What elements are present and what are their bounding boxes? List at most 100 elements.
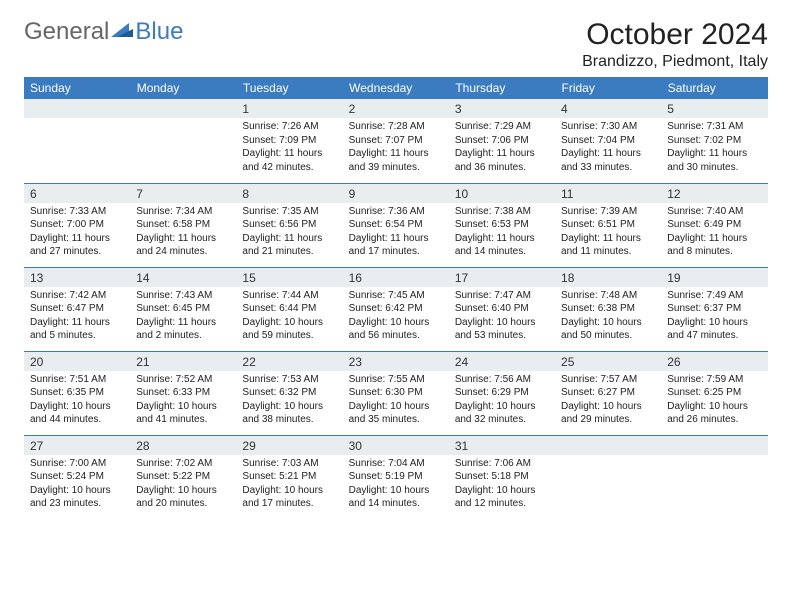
sunset-text: Sunset: 6:29 PM xyxy=(455,386,549,400)
daylight-text: Daylight: 11 hours and 11 minutes. xyxy=(561,232,655,259)
sunset-text: Sunset: 6:58 PM xyxy=(136,218,230,232)
calendar-cell: 30Sunrise: 7:04 AMSunset: 5:19 PMDayligh… xyxy=(343,435,449,519)
day-number: 21 xyxy=(130,352,236,371)
calendar-cell: 21Sunrise: 7:52 AMSunset: 6:33 PMDayligh… xyxy=(130,351,236,435)
calendar-row: 13Sunrise: 7:42 AMSunset: 6:47 PMDayligh… xyxy=(24,267,768,351)
day-details: Sunrise: 7:44 AMSunset: 6:44 PMDaylight:… xyxy=(236,287,342,347)
sunrise-text: Sunrise: 7:48 AM xyxy=(561,289,655,303)
sunset-text: Sunset: 6:30 PM xyxy=(349,386,443,400)
logo-text-blue: Blue xyxy=(135,18,183,46)
sunset-text: Sunset: 7:07 PM xyxy=(349,134,443,148)
calendar-row: 20Sunrise: 7:51 AMSunset: 6:35 PMDayligh… xyxy=(24,351,768,435)
calendar-cell: 11Sunrise: 7:39 AMSunset: 6:51 PMDayligh… xyxy=(555,183,661,267)
sunset-text: Sunset: 6:53 PM xyxy=(455,218,549,232)
day-number: 3 xyxy=(449,99,555,118)
calendar-cell: 22Sunrise: 7:53 AMSunset: 6:32 PMDayligh… xyxy=(236,351,342,435)
page: General Blue October 2024 Brandizzo, Pie… xyxy=(0,0,792,537)
sunset-text: Sunset: 6:49 PM xyxy=(667,218,761,232)
sunrise-text: Sunrise: 7:31 AM xyxy=(667,120,761,134)
sunrise-text: Sunrise: 7:56 AM xyxy=(455,373,549,387)
day-details: Sunrise: 7:40 AMSunset: 6:49 PMDaylight:… xyxy=(661,203,767,263)
daylight-text: Daylight: 10 hours and 56 minutes. xyxy=(349,316,443,343)
calendar-cell: 2Sunrise: 7:28 AMSunset: 7:07 PMDaylight… xyxy=(343,99,449,183)
day-details: Sunrise: 7:43 AMSunset: 6:45 PMDaylight:… xyxy=(130,287,236,347)
day-details: Sunrise: 7:03 AMSunset: 5:21 PMDaylight:… xyxy=(236,455,342,515)
day-number xyxy=(24,99,130,118)
day-details: Sunrise: 7:48 AMSunset: 6:38 PMDaylight:… xyxy=(555,287,661,347)
sunrise-text: Sunrise: 7:53 AM xyxy=(242,373,336,387)
sunrise-text: Sunrise: 7:39 AM xyxy=(561,205,655,219)
day-number: 26 xyxy=(661,352,767,371)
day-number: 31 xyxy=(449,436,555,455)
daylight-text: Daylight: 11 hours and 14 minutes. xyxy=(455,232,549,259)
sunrise-text: Sunrise: 7:51 AM xyxy=(30,373,124,387)
day-details: Sunrise: 7:38 AMSunset: 6:53 PMDaylight:… xyxy=(449,203,555,263)
sunset-text: Sunset: 5:22 PM xyxy=(136,470,230,484)
calendar-cell: 15Sunrise: 7:44 AMSunset: 6:44 PMDayligh… xyxy=(236,267,342,351)
weekday-header: Tuesday xyxy=(236,77,342,99)
day-details: Sunrise: 7:55 AMSunset: 6:30 PMDaylight:… xyxy=(343,371,449,431)
sunset-text: Sunset: 6:35 PM xyxy=(30,386,124,400)
calendar-cell: 23Sunrise: 7:55 AMSunset: 6:30 PMDayligh… xyxy=(343,351,449,435)
daylight-text: Daylight: 10 hours and 29 minutes. xyxy=(561,400,655,427)
sunset-text: Sunset: 7:00 PM xyxy=(30,218,124,232)
day-number: 30 xyxy=(343,436,449,455)
day-number: 11 xyxy=(555,184,661,203)
day-number: 4 xyxy=(555,99,661,118)
weekday-header: Wednesday xyxy=(343,77,449,99)
calendar-cell: 17Sunrise: 7:47 AMSunset: 6:40 PMDayligh… xyxy=(449,267,555,351)
calendar-cell: 9Sunrise: 7:36 AMSunset: 6:54 PMDaylight… xyxy=(343,183,449,267)
daylight-text: Daylight: 11 hours and 17 minutes. xyxy=(349,232,443,259)
daylight-text: Daylight: 10 hours and 26 minutes. xyxy=(667,400,761,427)
sunrise-text: Sunrise: 7:59 AM xyxy=(667,373,761,387)
logo-mark-icon xyxy=(111,18,133,46)
day-details: Sunrise: 7:26 AMSunset: 7:09 PMDaylight:… xyxy=(236,118,342,178)
calendar-cell: 25Sunrise: 7:57 AMSunset: 6:27 PMDayligh… xyxy=(555,351,661,435)
calendar-row: 1Sunrise: 7:26 AMSunset: 7:09 PMDaylight… xyxy=(24,99,768,183)
daylight-text: Daylight: 10 hours and 38 minutes. xyxy=(242,400,336,427)
day-number: 17 xyxy=(449,268,555,287)
calendar-cell: 8Sunrise: 7:35 AMSunset: 6:56 PMDaylight… xyxy=(236,183,342,267)
day-details: Sunrise: 7:45 AMSunset: 6:42 PMDaylight:… xyxy=(343,287,449,347)
sunrise-text: Sunrise: 7:43 AM xyxy=(136,289,230,303)
calendar-cell: 12Sunrise: 7:40 AMSunset: 6:49 PMDayligh… xyxy=(661,183,767,267)
sunset-text: Sunset: 6:42 PM xyxy=(349,302,443,316)
sunrise-text: Sunrise: 7:28 AM xyxy=(349,120,443,134)
day-number xyxy=(661,436,767,455)
sunrise-text: Sunrise: 7:57 AM xyxy=(561,373,655,387)
day-details: Sunrise: 7:49 AMSunset: 6:37 PMDaylight:… xyxy=(661,287,767,347)
sunset-text: Sunset: 6:51 PM xyxy=(561,218,655,232)
sunrise-text: Sunrise: 7:34 AM xyxy=(136,205,230,219)
weekday-header: Thursday xyxy=(449,77,555,99)
day-details: Sunrise: 7:52 AMSunset: 6:33 PMDaylight:… xyxy=(130,371,236,431)
calendar-cell: 3Sunrise: 7:29 AMSunset: 7:06 PMDaylight… xyxy=(449,99,555,183)
sunrise-text: Sunrise: 7:47 AM xyxy=(455,289,549,303)
daylight-text: Daylight: 11 hours and 27 minutes. xyxy=(30,232,124,259)
logo-text-general: General xyxy=(24,18,109,46)
day-number: 9 xyxy=(343,184,449,203)
sunrise-text: Sunrise: 7:44 AM xyxy=(242,289,336,303)
sunset-text: Sunset: 5:24 PM xyxy=(30,470,124,484)
sunrise-text: Sunrise: 7:40 AM xyxy=(667,205,761,219)
sunrise-text: Sunrise: 7:26 AM xyxy=(242,120,336,134)
day-number: 22 xyxy=(236,352,342,371)
day-number: 18 xyxy=(555,268,661,287)
logo: General Blue xyxy=(24,18,183,46)
sunrise-text: Sunrise: 7:30 AM xyxy=(561,120,655,134)
sunrise-text: Sunrise: 7:35 AM xyxy=(242,205,336,219)
day-number xyxy=(555,436,661,455)
day-details: Sunrise: 7:39 AMSunset: 6:51 PMDaylight:… xyxy=(555,203,661,263)
daylight-text: Daylight: 10 hours and 14 minutes. xyxy=(349,484,443,511)
day-number: 10 xyxy=(449,184,555,203)
daylight-text: Daylight: 11 hours and 36 minutes. xyxy=(455,147,549,174)
sunset-text: Sunset: 6:38 PM xyxy=(561,302,655,316)
day-number: 25 xyxy=(555,352,661,371)
sunset-text: Sunset: 6:27 PM xyxy=(561,386,655,400)
daylight-text: Daylight: 10 hours and 44 minutes. xyxy=(30,400,124,427)
day-details: Sunrise: 7:33 AMSunset: 7:00 PMDaylight:… xyxy=(24,203,130,263)
daylight-text: Daylight: 11 hours and 33 minutes. xyxy=(561,147,655,174)
day-details: Sunrise: 7:57 AMSunset: 6:27 PMDaylight:… xyxy=(555,371,661,431)
day-details: Sunrise: 7:53 AMSunset: 6:32 PMDaylight:… xyxy=(236,371,342,431)
day-details: Sunrise: 7:34 AMSunset: 6:58 PMDaylight:… xyxy=(130,203,236,263)
calendar-cell: 18Sunrise: 7:48 AMSunset: 6:38 PMDayligh… xyxy=(555,267,661,351)
